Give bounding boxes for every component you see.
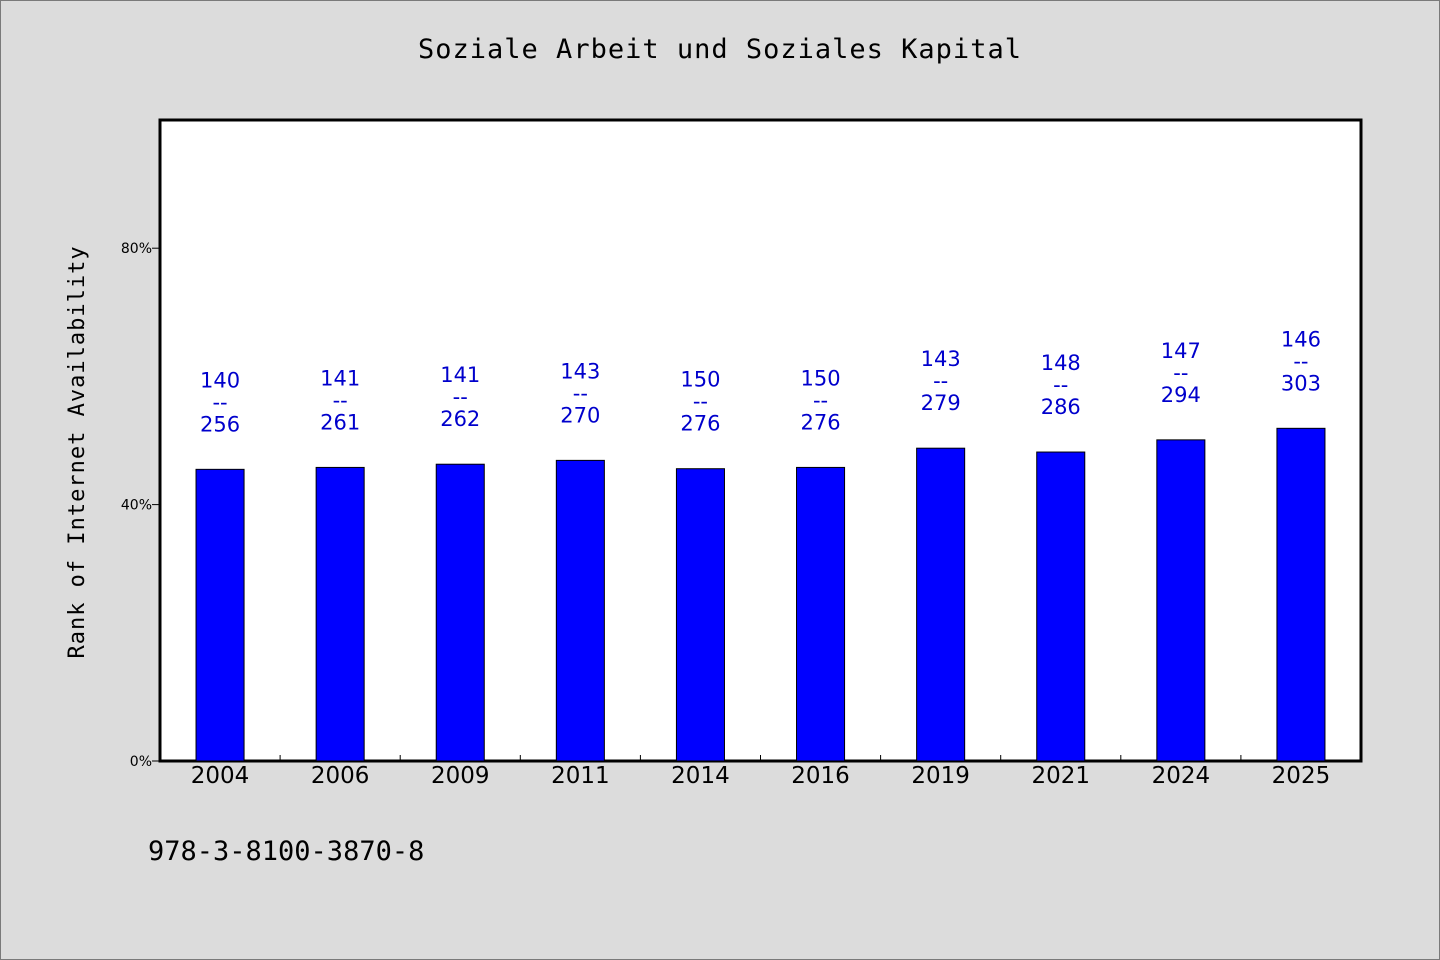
isbn-text: 978-3-8100-3870-8 — [148, 836, 425, 867]
data-label-bottom: 261 — [320, 410, 360, 434]
x-tick-label: 2019 — [911, 763, 970, 789]
y-axis: 0% 40% 80% — [121, 241, 160, 770]
data-label-top: 150 — [680, 368, 720, 392]
x-tick-label: 2024 — [1152, 763, 1211, 789]
data-label-sep: -- — [1053, 373, 1068, 397]
data-labels: 140--256141--261141--262143--270150--276… — [200, 327, 1321, 436]
data-label-top: 141 — [320, 366, 360, 390]
bar-2006 — [315, 466, 365, 762]
data-label-bottom: 286 — [1041, 395, 1081, 419]
bar-2025 — [1276, 427, 1326, 762]
x-tick-label: 2016 — [791, 763, 850, 789]
data-label-bottom: 279 — [921, 391, 961, 415]
x-tick-label: 2006 — [311, 763, 370, 789]
data-label-top: 148 — [1041, 351, 1081, 375]
bar-2014 — [675, 468, 725, 762]
y-axis-label: Rank of Internet Availability — [65, 245, 90, 658]
data-label-sep: -- — [573, 381, 588, 405]
bar-2004 — [195, 468, 245, 762]
x-tick-label: 2014 — [671, 763, 730, 789]
data-label-bottom: 276 — [680, 412, 720, 436]
bar-2019 — [916, 447, 966, 762]
bar-2016 — [796, 466, 846, 762]
data-label-sep: -- — [1293, 349, 1308, 373]
bar-2011 — [555, 459, 605, 762]
x-tick-label: 2004 — [191, 763, 250, 789]
bar-2021 — [1036, 451, 1086, 762]
data-label-top: 143 — [560, 359, 600, 383]
bar-2024 — [1156, 439, 1206, 762]
data-label-top: 143 — [921, 347, 961, 371]
data-label-top: 141 — [440, 363, 480, 387]
data-label-top: 150 — [801, 366, 841, 390]
data-label-bottom: 276 — [801, 410, 841, 434]
data-label-sep: -- — [333, 388, 348, 412]
data-label-bottom: 262 — [440, 407, 480, 431]
data-label-bottom: 303 — [1281, 371, 1321, 395]
x-tick-label: 2009 — [431, 763, 490, 789]
y-tick-label: 0% — [130, 754, 152, 770]
bars — [195, 427, 1326, 762]
bar-2009 — [435, 463, 485, 762]
x-tick-label: 2025 — [1272, 763, 1331, 789]
data-label-sep: -- — [693, 390, 708, 414]
data-label-sep: -- — [813, 388, 828, 412]
data-label-sep: -- — [933, 369, 948, 393]
data-label-sep: -- — [212, 390, 227, 414]
data-label-top: 147 — [1161, 339, 1201, 363]
data-label-sep: -- — [453, 385, 468, 409]
data-label-bottom: 270 — [560, 403, 600, 427]
x-tick-label: 2021 — [1031, 763, 1090, 789]
x-axis: 2004 2006 2009 2011 2014 2016 2019 2021 2024 2025 — [191, 755, 1330, 789]
chart-title: Soziale Arbeit und Soziales Kapital — [418, 34, 1022, 65]
data-label-top: 140 — [200, 368, 240, 392]
data-label-sep: -- — [1173, 361, 1188, 385]
data-label-top: 146 — [1281, 327, 1321, 351]
data-label-bottom: 256 — [200, 412, 240, 436]
x-tick-label: 2011 — [551, 763, 610, 789]
data-label-bottom: 294 — [1161, 383, 1201, 407]
y-tick-label: 40% — [121, 498, 152, 514]
y-tick-label: 80% — [121, 241, 152, 257]
